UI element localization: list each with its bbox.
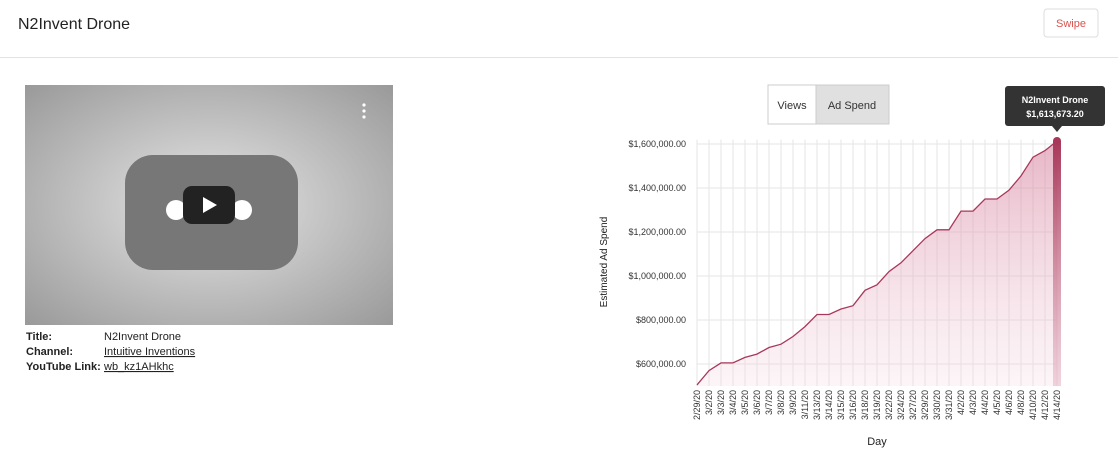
y-tick-label: $800,000.00 [636,315,686,325]
y-axis-title: Estimated Ad Spend [599,217,610,308]
x-tick-label: 4/14/20 [1052,390,1062,420]
x-tick-label: 3/30/20 [932,390,942,420]
info-value: N2Invent Drone [104,331,181,343]
youtube-link[interactable]: wb_kz1AHkhc [103,361,174,373]
tooltip-title: N2Invent Drone [1022,95,1089,105]
x-tick-label: 3/19/20 [872,390,882,420]
y-tick-label: $1,000,000.00 [628,271,686,281]
x-tick-label: 3/16/20 [848,390,858,420]
x-tick-label: 4/8/20 [1016,390,1026,415]
x-tick-label: 3/27/20 [908,390,918,420]
swipe-button-label[interactable]: Swipe [1056,18,1086,30]
x-tick-label: 3/9/20 [788,390,798,415]
thumb-dot [166,200,186,220]
tooltip-arrow [1052,126,1062,132]
x-tick-label: 3/2/20 [704,390,714,415]
x-tick-label: 3/8/20 [776,390,786,415]
x-axis-title: Day [867,436,887,448]
menu-dot[interactable] [362,115,366,119]
y-tick-label: $600,000.00 [636,359,686,369]
chart: $600,000.00 $800,000.00 $1,000,000.00 $1,20… [628,86,1105,420]
x-tick-label: 3/29/20 [920,390,930,420]
x-tick-label: 3/4/20 [728,390,738,415]
x-tick-label: 4/10/20 [1028,390,1038,420]
x-tick-label: 3/24/20 [896,390,906,420]
x-tick-label: 4/2/20 [956,390,966,415]
x-tick-label: 4/6/20 [1004,390,1014,415]
page-title: N2Invent Drone [18,16,130,33]
x-tick-label: 3/3/20 [716,390,726,415]
area-line [696,140,1058,386]
x-tick-label: 3/15/20 [836,390,846,420]
x-tick-label: 3/5/20 [740,390,750,415]
highlight-bar [1053,140,1061,386]
toggle-label[interactable]: Ad Spend [828,100,876,112]
play-icon [203,197,217,213]
tooltip-value: $1,613,673.20 [1026,109,1084,119]
x-tick-label: 3/7/20 [764,390,774,415]
channel-link[interactable]: Intuitive Inventions [104,346,196,358]
toggle-label[interactable]: Views [777,100,807,112]
video-player[interactable] [25,85,393,325]
highlight-point [1053,136,1061,145]
thumb-dot [232,200,252,220]
info-label: YouTube Link: [26,361,101,373]
x-tick-label: 4/3/20 [968,390,978,415]
y-tick-label: $1,600,000.00 [628,139,686,149]
x-tick-label: 2/29/20 [692,390,702,420]
x-tick-label: 3/31/20 [944,390,954,420]
x-tick-label: 4/5/20 [992,390,1002,415]
x-tick-label: 3/18/20 [860,390,870,420]
swipe-button[interactable] [1043,8,1099,38]
x-tick-label: 3/13/20 [812,390,822,420]
menu-dot[interactable] [362,103,366,107]
info-label: Title: [26,331,52,343]
area-fill [697,140,1057,386]
y-tick-label: $1,200,000.00 [628,227,686,237]
x-tick-label: 3/11/20 [800,390,810,419]
toggle-ad-spend[interactable] [815,84,890,125]
x-tick-label: 4/4/20 [980,390,990,415]
x-tick-label: 4/12/20 [1040,390,1050,420]
tooltip [1005,86,1105,126]
info-label: Channel: [26,346,73,358]
x-tick-label: 3/22/20 [884,390,894,420]
menu-dot[interactable] [362,109,366,113]
x-tick-label: 3/14/20 [824,390,834,420]
x-tick-label: 3/6/20 [752,390,762,415]
y-tick-label: $1,400,000.00 [628,183,686,193]
